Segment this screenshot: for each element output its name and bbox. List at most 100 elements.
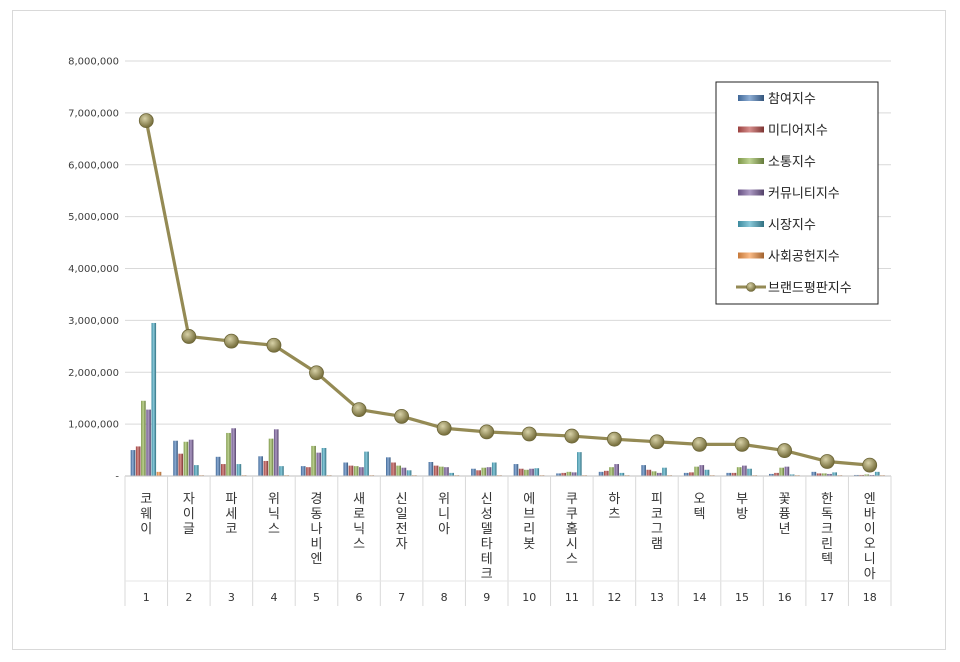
bar-미디어지수	[518, 468, 524, 476]
line-series	[138, 113, 878, 473]
bar-미디어지수	[135, 446, 141, 476]
bar-미디어지수	[561, 472, 567, 476]
bar-참여지수	[300, 466, 306, 476]
bar-미디어지수	[433, 465, 439, 476]
bar-참여지수	[556, 473, 561, 476]
legend-label: 커뮤니티지수	[768, 187, 840, 202]
bar-소통지수	[141, 400, 146, 476]
bar-시장지수	[789, 474, 795, 476]
bar-소통지수	[353, 466, 359, 476]
bar-미디어지수	[178, 453, 184, 476]
bar-시장지수	[406, 470, 412, 476]
bar-series	[130, 322, 885, 476]
bar-소통지수	[481, 467, 487, 476]
legend-label: 참여지수	[768, 92, 816, 107]
bar-커뮤니티지수	[742, 465, 747, 476]
y-tick-label: 6,000,000	[68, 160, 119, 171]
rank-label: 3	[228, 591, 235, 604]
legend-swatch	[738, 221, 764, 227]
y-tick-label: 7,000,000	[68, 108, 119, 119]
rank-label: 6	[356, 591, 363, 604]
bar-소통지수	[609, 467, 614, 476]
bar-커뮤니티지수	[231, 428, 236, 476]
line-point	[649, 434, 665, 450]
line-point	[223, 333, 239, 349]
line-point	[394, 408, 410, 424]
bar-커뮤니티지수	[316, 452, 322, 476]
bar-커뮤니티지수	[699, 465, 705, 476]
line-point	[564, 428, 580, 444]
bar-미디어지수	[859, 474, 864, 476]
line-point	[479, 424, 495, 440]
line-point	[138, 113, 154, 129]
bar-소통지수	[311, 445, 316, 476]
bar-미디어지수	[816, 473, 822, 476]
rank-label: 1	[143, 591, 150, 604]
bar-시장지수	[747, 468, 752, 476]
line-point	[606, 431, 622, 447]
x-axis: 코 웨 이 1 자 이 글 2 파 세 코 3 위 닉 스 4 경 동 나 비 엔 5 새 로 닉 스 6 신 일 전 자 7 위 니 아 8 신 성 델 타…	[124, 475, 892, 606]
gridlines	[125, 60, 891, 477]
line-point	[309, 365, 324, 381]
bar-미디어지수	[603, 470, 609, 476]
bar-소통지수	[226, 432, 231, 476]
bar-참여지수	[386, 457, 391, 476]
legend-swatch	[738, 189, 764, 196]
bar-커뮤니티지수	[486, 467, 492, 476]
brand-reputation-chart: - 1,000,000 2,000,000 3,000,000 4,000,000 5,0…	[68, 57, 892, 606]
rank-label: 12	[607, 591, 621, 604]
bar-참여지수	[173, 440, 178, 476]
bar-시장지수	[449, 472, 454, 476]
bar-시장지수	[619, 472, 625, 476]
bar-참여지수	[428, 461, 434, 476]
bar-참여지수	[471, 468, 476, 476]
legend-label: 소통지수	[768, 155, 816, 170]
legend-label: 시장지수	[768, 218, 816, 233]
y-tick-label: 5,000,000	[68, 212, 119, 223]
rank-label: 7	[398, 591, 405, 604]
legend-label: 브랜드평판지수	[768, 281, 852, 296]
bar-미디어지수	[774, 472, 779, 476]
bar-참여지수	[130, 450, 136, 476]
line-point	[692, 436, 707, 452]
rank-label: 14	[693, 591, 707, 604]
y-tick-label: 8,000,000	[68, 57, 119, 68]
bar-커뮤니티지수	[444, 467, 449, 476]
bar-소통지수	[736, 467, 742, 476]
rank-label: 17	[820, 591, 834, 604]
bar-커뮤니티지수	[827, 473, 832, 476]
rank-label: 2	[185, 591, 192, 604]
bar-소통지수	[821, 473, 827, 476]
bar-소통지수	[694, 466, 699, 476]
bar-시장지수	[704, 469, 710, 476]
legend-marker	[746, 282, 756, 292]
y-tick-label: -	[115, 472, 119, 483]
bar-참여지수	[513, 464, 519, 476]
y-tick-label: 1,000,000	[68, 420, 119, 431]
rank-label: 9	[483, 591, 490, 604]
bar-커뮤니티지수	[571, 472, 577, 476]
legend-swatch	[738, 158, 764, 164]
bar-시장지수	[236, 464, 242, 476]
bar-시장지수	[874, 471, 880, 476]
bar-소통지수	[779, 467, 785, 476]
rank-label: 4	[270, 591, 277, 604]
bar-소통지수	[566, 471, 572, 476]
bar-커뮤니티지수	[273, 429, 279, 476]
bar-소통지수	[524, 469, 529, 476]
line-point	[266, 337, 282, 353]
bar-소통지수	[268, 438, 274, 476]
rank-label: 5	[313, 591, 320, 604]
